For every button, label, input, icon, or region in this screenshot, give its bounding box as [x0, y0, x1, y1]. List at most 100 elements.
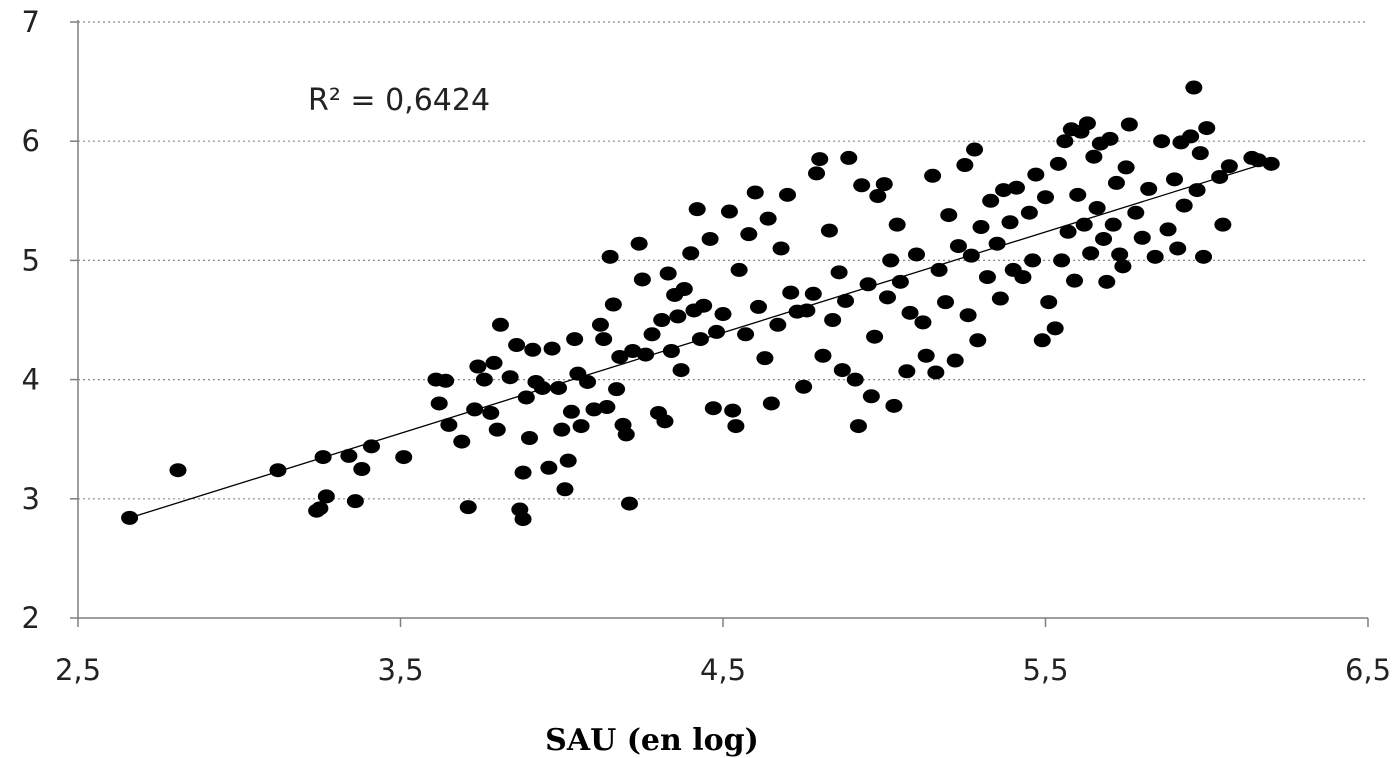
- data-point: [1159, 222, 1177, 237]
- data-point: [1175, 198, 1193, 213]
- data-point: [956, 158, 974, 173]
- data-point: [688, 202, 706, 217]
- data-point: [701, 231, 719, 246]
- y-tick-label: 2: [22, 601, 40, 635]
- data-point: [1098, 274, 1116, 289]
- data-point: [559, 453, 577, 468]
- data-point: [804, 286, 822, 301]
- data-point: [1214, 217, 1232, 232]
- data-point: [740, 227, 758, 242]
- data-point: [608, 382, 626, 397]
- data-point: [714, 307, 732, 322]
- data-point: [901, 305, 919, 320]
- x-tick-label: 4,5: [700, 653, 746, 687]
- data-point: [846, 372, 864, 387]
- data-points: [121, 80, 1280, 527]
- data-point: [1027, 167, 1045, 182]
- data-point: [485, 355, 503, 370]
- data-point: [908, 247, 925, 262]
- data-point: [833, 363, 851, 378]
- data-point: [1001, 215, 1019, 230]
- data-point: [988, 236, 1006, 251]
- data-point: [475, 372, 493, 387]
- data-point: [969, 333, 987, 348]
- data-point: [533, 380, 551, 395]
- data-point: [1085, 149, 1103, 164]
- y-tick-label: 5: [22, 243, 40, 277]
- data-point: [756, 351, 774, 366]
- data-point: [1024, 253, 1042, 268]
- data-point: [811, 152, 829, 167]
- data-point: [659, 266, 677, 281]
- data-point: [995, 183, 1013, 198]
- data-point: [840, 150, 858, 165]
- data-point: [1007, 180, 1025, 195]
- data-point: [1033, 333, 1051, 348]
- data-point: [862, 389, 880, 404]
- data-point: [585, 402, 603, 417]
- data-point: [891, 274, 909, 289]
- data-point: [1066, 273, 1084, 288]
- data-point: [1075, 217, 1093, 232]
- data-point: [682, 246, 700, 261]
- data-point: [1088, 200, 1106, 215]
- data-point: [1185, 80, 1203, 95]
- data-point: [949, 239, 967, 254]
- data-point: [1188, 183, 1206, 198]
- data-point: [888, 217, 906, 232]
- data-point: [672, 363, 690, 378]
- data-point: [814, 348, 832, 363]
- data-point: [346, 494, 364, 509]
- x-tick-label: 6,5: [1345, 653, 1391, 687]
- data-point: [837, 293, 855, 308]
- data-point: [1107, 175, 1125, 190]
- data-point: [521, 431, 538, 446]
- data-point: [704, 401, 722, 416]
- data-point: [591, 317, 609, 332]
- data-point: [314, 450, 332, 465]
- gridlines: [78, 21, 1368, 500]
- data-point: [1182, 129, 1200, 144]
- data-point: [695, 298, 713, 313]
- data-point: [795, 379, 813, 394]
- axes: [70, 20, 1369, 627]
- data-point: [962, 248, 980, 263]
- data-point: [946, 353, 964, 368]
- data-point: [562, 404, 580, 419]
- data-point: [550, 380, 568, 395]
- data-point: [566, 332, 584, 347]
- data-point: [1114, 259, 1132, 274]
- y-tick-label: 6: [22, 124, 40, 158]
- data-point: [798, 303, 816, 318]
- data-point: [362, 439, 380, 454]
- data-point: [1195, 249, 1213, 264]
- data-point: [430, 396, 448, 411]
- data-point: [746, 185, 764, 200]
- data-point: [469, 359, 487, 374]
- x-tick-label: 2,5: [55, 653, 101, 687]
- data-point: [556, 482, 574, 497]
- x-axis-title: SAU (en log): [545, 723, 759, 758]
- data-point: [653, 313, 671, 327]
- data-point: [1020, 205, 1038, 220]
- data-point: [782, 285, 800, 300]
- data-point: [820, 223, 838, 238]
- data-point: [749, 299, 767, 314]
- data-point: [1127, 205, 1145, 220]
- data-point: [604, 297, 622, 312]
- data-point: [927, 365, 945, 380]
- data-point: [340, 448, 358, 463]
- data-point: [1046, 321, 1064, 336]
- data-point: [624, 343, 642, 358]
- data-point: [759, 211, 777, 226]
- data-point: [978, 270, 996, 285]
- data-point: [1262, 156, 1280, 171]
- data-point: [543, 341, 561, 356]
- data-point: [959, 308, 977, 323]
- data-point: [1153, 134, 1171, 149]
- data-point: [808, 166, 826, 181]
- data-point: [1053, 253, 1071, 268]
- data-point: [517, 390, 535, 405]
- data-point: [779, 187, 796, 202]
